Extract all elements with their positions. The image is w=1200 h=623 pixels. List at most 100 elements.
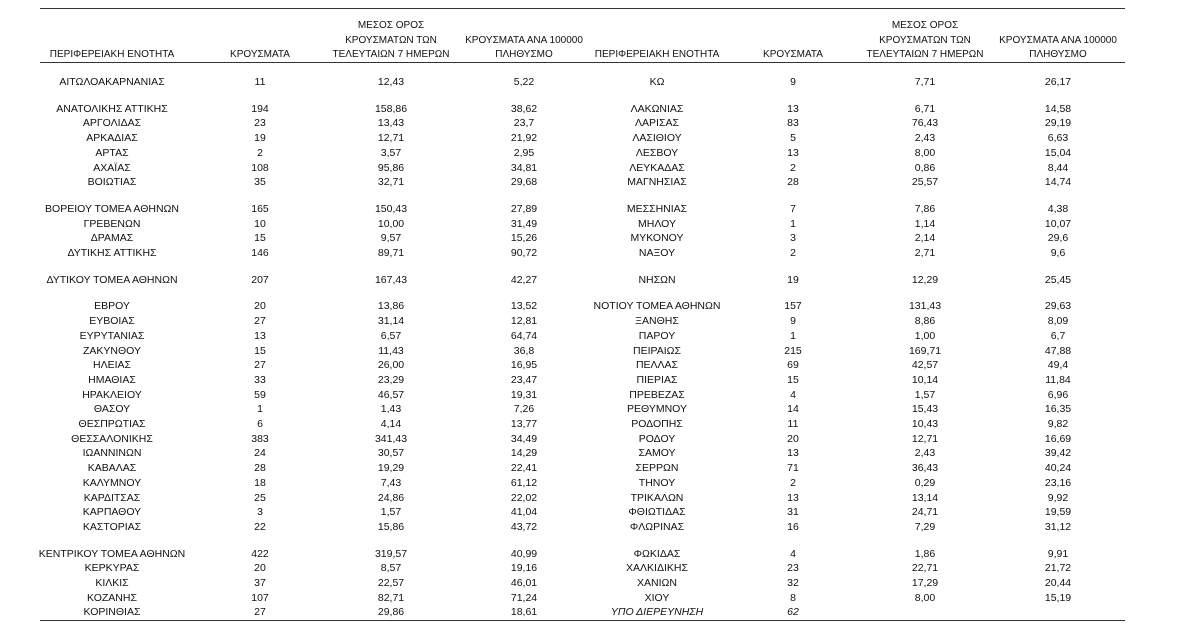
cases-per-100k: 64,74 — [510, 329, 538, 342]
region-name: ΝΑΞΟΥ — [638, 246, 676, 259]
region-name: ΛΕΥΚΑΔΑΣ — [629, 161, 685, 174]
weekly-average: 167,43 — [374, 273, 408, 286]
cases: 4 — [790, 388, 796, 401]
weekly-average: 29,86 — [377, 606, 405, 619]
region-name: ΚΕΡΚΥΡΑΣ — [84, 562, 140, 575]
region-name: ΑΧΑΪΑΣ — [93, 161, 131, 174]
region-name: ΚΟΡΙΝΘΙΑΣ — [83, 606, 141, 619]
cases: 194 — [251, 102, 269, 115]
column-header: ΚΡΟΥΣΜΑΤΩΝ ΤΩΝ — [345, 34, 437, 46]
weekly-average: 2,43 — [914, 447, 936, 460]
cases: 13 — [787, 146, 799, 159]
weekly-average: 131,43 — [908, 300, 942, 313]
cases: 15 — [254, 344, 266, 357]
weekly-average: 0,86 — [914, 161, 936, 174]
weekly-average: 13,14 — [911, 491, 939, 504]
cases-per-100k: 22,02 — [510, 491, 538, 504]
cases: 22 — [254, 520, 266, 533]
cases-per-100k: 22,41 — [510, 461, 538, 474]
cases: 1 — [790, 217, 796, 230]
cases: 10 — [254, 217, 266, 230]
cases: 215 — [784, 344, 802, 357]
region-name: ΜΑΓΝΗΣΙΑΣ — [627, 175, 687, 188]
cases-per-100k: 21,92 — [510, 131, 538, 144]
cases: 11 — [787, 417, 799, 430]
weekly-average: 10,43 — [911, 417, 939, 430]
weekly-average: 1,86 — [914, 547, 936, 560]
cases: 33 — [254, 373, 266, 386]
weekly-average: 15,43 — [911, 403, 939, 416]
cases-per-100k: 5,22 — [513, 75, 535, 88]
cases-per-100k: 2,95 — [513, 146, 535, 159]
weekly-average: 8,57 — [380, 562, 402, 575]
region-name: ΚΟΖΑΝΗΣ — [87, 591, 137, 604]
weekly-average: 23,29 — [377, 373, 405, 386]
weekly-average: 36,43 — [911, 461, 939, 474]
weekly-average: 10,00 — [377, 217, 405, 230]
cases-per-100k: 46,01 — [510, 576, 538, 589]
region-name: ΗΡΑΚΛΕΙΟΥ — [82, 388, 142, 401]
weekly-average: 10,14 — [911, 373, 939, 386]
cases-per-100k: 9,92 — [1047, 491, 1069, 504]
weekly-average: 13,86 — [377, 300, 405, 313]
region-name: ΘΕΣΠΡΩΤΙΑΣ — [78, 417, 146, 430]
column-header: ΜΕΣΟΣ ΟΡΟΣ — [357, 20, 425, 31]
region-name: ΖΑΚΥΝΘΟΥ — [82, 344, 142, 357]
cases-per-100k: 31,49 — [510, 217, 538, 230]
region-name: ΦΩΚΙΔΑΣ — [633, 547, 681, 560]
region-name: ΙΩΑΝΝΙΝΩΝ — [82, 447, 142, 460]
cases: 8 — [790, 591, 796, 604]
cases: 20 — [787, 432, 799, 445]
cases: 5 — [790, 131, 796, 144]
region-name: ΠΑΡΟΥ — [638, 329, 676, 342]
cases: 157 — [784, 300, 802, 313]
cases: 27 — [254, 606, 266, 619]
cases-per-100k: 15,04 — [1044, 146, 1072, 159]
cases: 165 — [251, 202, 269, 215]
region-name: ΝΗΣΩΝ — [638, 273, 676, 286]
cases-per-100k: 34,81 — [510, 161, 538, 174]
cases: 9 — [790, 75, 796, 88]
cases: 107 — [251, 591, 269, 604]
cases-per-100k: 6,63 — [1047, 131, 1069, 144]
cases-per-100k: 23,16 — [1044, 476, 1072, 489]
cases: 35 — [254, 175, 266, 188]
cases-per-100k: 14,29 — [510, 447, 538, 460]
region-name: ΕΥΒΟΙΑΣ — [89, 314, 135, 327]
cases-per-100k: 13,52 — [510, 300, 538, 313]
cases-per-100k: 6,96 — [1047, 388, 1069, 401]
cases-per-100k: 4,38 — [1047, 202, 1069, 215]
cases-per-100k: 8,44 — [1047, 161, 1069, 174]
cases-per-100k: 41,04 — [510, 505, 538, 518]
weekly-average: 319,57 — [374, 547, 408, 560]
cases: 20 — [254, 562, 266, 575]
weekly-average: 42,57 — [911, 358, 939, 371]
region-name: ΤΗΝΟΥ — [638, 476, 676, 489]
cases-per-100k: 90,72 — [510, 246, 538, 259]
weekly-average: 46,57 — [377, 388, 405, 401]
column-header: ΠΕΡΙΦΕΡΕΙΑΚΗ ΕΝΟΤΗΤΑ — [49, 49, 175, 60]
cases: 59 — [254, 388, 266, 401]
cases: 23 — [787, 562, 799, 575]
column-header: ΠΛΗΘΥΣΜΟ — [1029, 49, 1087, 60]
cases: 31 — [787, 505, 799, 518]
region-name: ΤΡΙΚΑΛΩΝ — [630, 491, 684, 504]
cases-per-100k: 15,26 — [510, 232, 538, 245]
region-name: ΜΗΛΟΥ — [638, 217, 676, 230]
weekly-average: 3,57 — [380, 146, 402, 159]
region-name: ΜΥΚΟΝΟΥ — [630, 232, 684, 245]
region-name: ΧΙΟΥ — [644, 591, 670, 604]
region-name: ΔΡΑΜΑΣ — [90, 232, 134, 245]
cases: 13 — [254, 329, 266, 342]
cases-per-100k: 31,12 — [1044, 520, 1072, 533]
column-header: ΚΡΟΥΣΜΑΤΑ ΑΝΑ 100000 — [999, 34, 1117, 46]
weekly-average: 2,14 — [914, 232, 936, 245]
weekly-average: 7,43 — [380, 476, 402, 489]
region-name: ΧΑΛΚΙΔΙΚΗΣ — [626, 562, 688, 575]
weekly-average: 158,86 — [374, 102, 408, 115]
cases: 6 — [257, 417, 263, 430]
cases-per-100k: 19,31 — [510, 388, 538, 401]
column-header: ΚΡΟΥΣΜΑΤΑ ΑΝΑ 100000 — [465, 34, 583, 46]
cases-per-100k: 21,72 — [1044, 562, 1072, 575]
region-name: ΛΑΚΩΝΙΑΣ — [630, 102, 684, 115]
